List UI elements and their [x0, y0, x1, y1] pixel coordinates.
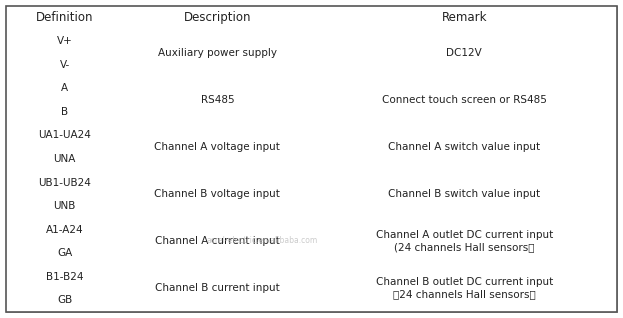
Bar — [6, 194, 123, 218]
Text: A: A — [61, 83, 69, 93]
Text: RS485: RS485 — [201, 95, 234, 105]
Bar — [123, 171, 312, 218]
Text: V-: V- — [60, 60, 70, 70]
Bar — [6, 100, 123, 124]
Text: Definition: Definition — [36, 11, 93, 24]
Bar — [312, 30, 617, 77]
Bar — [312, 124, 617, 171]
Text: UB1-UB24: UB1-UB24 — [38, 177, 91, 188]
Bar — [6, 147, 123, 171]
Text: A1-A24: A1-A24 — [46, 225, 83, 235]
Bar — [123, 265, 312, 312]
Text: Channel A current input: Channel A current input — [155, 236, 280, 246]
Bar — [6, 218, 123, 241]
Bar — [6, 171, 123, 194]
Text: Channel A outlet DC current input
(24 channels Hall sensors）: Channel A outlet DC current input (24 ch… — [376, 230, 553, 252]
Bar — [6, 30, 123, 53]
Bar — [123, 6, 312, 30]
Bar — [6, 288, 123, 312]
Text: UA1-UA24: UA1-UA24 — [38, 130, 91, 141]
Text: Channel B current input: Channel B current input — [155, 283, 280, 294]
Bar — [312, 6, 617, 30]
Text: UNB: UNB — [54, 201, 76, 211]
Text: Channel A switch value input: Channel A switch value input — [388, 142, 540, 152]
Text: Auxiliary power supply: Auxiliary power supply — [158, 48, 277, 58]
Text: B1-B24: B1-B24 — [46, 272, 83, 282]
Text: UNA: UNA — [54, 154, 76, 164]
Bar — [123, 77, 312, 124]
Text: Connect touch screen or RS485: Connect touch screen or RS485 — [382, 95, 547, 105]
Bar — [6, 241, 123, 265]
Bar — [6, 6, 123, 30]
Bar — [123, 124, 312, 171]
Text: Remark: Remark — [442, 11, 487, 24]
Text: Channel A voltage input: Channel A voltage input — [155, 142, 280, 152]
Text: V+: V+ — [57, 36, 72, 46]
Text: B: B — [61, 107, 69, 117]
Text: Description: Description — [184, 11, 251, 24]
Bar — [6, 77, 123, 100]
Bar — [6, 124, 123, 147]
Text: DC12V: DC12V — [446, 48, 482, 58]
Text: GA: GA — [57, 248, 72, 258]
Bar — [312, 77, 617, 124]
Bar — [6, 265, 123, 288]
Bar — [6, 53, 123, 77]
Text: GB: GB — [57, 295, 72, 305]
Text: acrel-electric.en.alibaba.com: acrel-electric.en.alibaba.com — [206, 236, 317, 245]
Bar — [123, 218, 312, 265]
Text: Channel B switch value input: Channel B switch value input — [388, 189, 540, 199]
Text: Channel B voltage input: Channel B voltage input — [155, 189, 280, 199]
Bar — [312, 265, 617, 312]
Bar — [312, 218, 617, 265]
Bar — [312, 171, 617, 218]
Text: Channel B outlet DC current input
（24 channels Hall sensors）: Channel B outlet DC current input （24 ch… — [376, 277, 553, 300]
Bar — [123, 30, 312, 77]
